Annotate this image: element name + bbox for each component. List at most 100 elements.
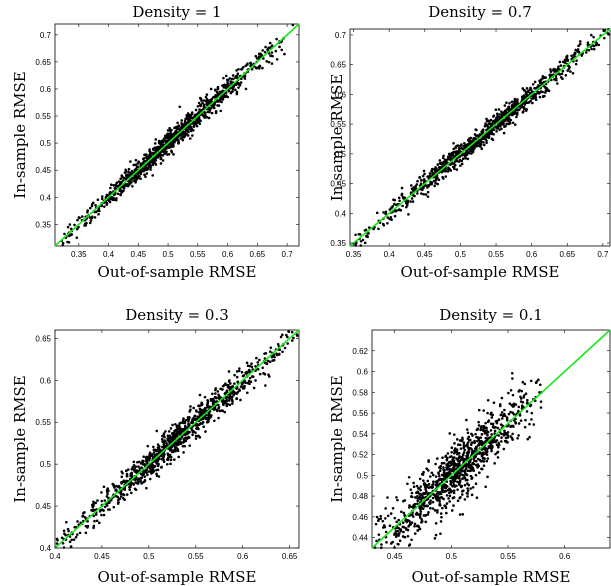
scatter-point	[472, 148, 475, 151]
x-tick-label: 0.55	[190, 250, 206, 259]
y-tick-label: 0.65	[330, 61, 346, 70]
scatter-point	[490, 433, 493, 436]
scatter-point	[458, 474, 461, 478]
scatter-point	[450, 489, 453, 493]
scatter-point	[130, 481, 133, 485]
scatter-point	[427, 483, 431, 486]
scatter-point	[176, 443, 179, 447]
scatter-point	[222, 401, 226, 405]
scatter-point	[498, 113, 501, 116]
scatter-point	[426, 479, 430, 483]
scatter-point	[167, 152, 171, 156]
scatter-point	[578, 42, 582, 46]
scatter-point	[436, 490, 440, 494]
scatter-point	[139, 462, 143, 465]
scatter-point	[209, 87, 213, 91]
scatter-point	[275, 37, 278, 41]
scatter-point	[139, 480, 142, 483]
scatter-point	[436, 163, 440, 166]
scatter-point	[261, 49, 264, 52]
scatter-point	[453, 456, 456, 459]
scatter-point	[521, 380, 525, 384]
scatter-point	[278, 45, 281, 49]
scatter-point	[163, 453, 166, 456]
scatter-point	[467, 465, 471, 469]
scatter-point	[451, 154, 454, 157]
scatter-point	[136, 460, 139, 464]
scatter-point	[491, 138, 495, 142]
scatter-point	[429, 506, 432, 510]
scatter-point	[136, 165, 139, 168]
scatter-point	[529, 379, 533, 383]
scatter-point	[474, 128, 477, 131]
scatter-point	[451, 458, 454, 462]
scatter-point	[440, 170, 444, 174]
scatter-point	[68, 540, 72, 544]
scatter-point	[484, 485, 487, 489]
scatter-point	[421, 492, 424, 496]
scatter-point	[514, 417, 517, 421]
scatter-point	[210, 97, 214, 101]
scatter-point	[469, 487, 472, 490]
scatter-point	[484, 134, 488, 137]
x-tick-label: 0.65	[282, 552, 298, 561]
scatter-point	[453, 476, 457, 480]
scatter-point	[441, 485, 445, 488]
scatter-point	[463, 498, 467, 501]
scatter-point	[525, 410, 529, 413]
scatter-point	[480, 433, 484, 436]
scatter-point	[165, 444, 168, 448]
scatter-point	[230, 90, 233, 94]
scatter-point	[453, 473, 457, 477]
scatter-point	[256, 367, 260, 371]
scatter-point	[207, 419, 210, 423]
scatter-point	[479, 436, 482, 439]
scatter-point	[487, 419, 491, 422]
scatter-point	[467, 439, 471, 442]
scatter-point	[106, 492, 109, 496]
scatter-point	[400, 186, 404, 190]
scatter-point	[486, 457, 490, 460]
scatter-point	[361, 238, 365, 242]
scatter-point	[172, 431, 176, 435]
scatter-point	[157, 153, 161, 157]
scatter-point	[142, 480, 145, 484]
scatter-point	[460, 159, 464, 163]
scatter-point	[474, 432, 477, 436]
scatter-point	[466, 487, 469, 490]
scatter-point	[109, 183, 113, 187]
scatter-point	[442, 468, 445, 472]
scatter-point	[480, 467, 484, 471]
scatter-point	[422, 192, 425, 196]
scatter-point	[70, 538, 74, 542]
scatter-point	[138, 174, 141, 178]
scatter-point	[491, 424, 495, 428]
scatter-point	[444, 454, 448, 458]
scatter-point	[491, 119, 495, 123]
x-tick-label: 0.6	[559, 552, 571, 561]
scatter-point	[439, 512, 443, 515]
scatter-point	[433, 509, 437, 512]
scatter-point	[132, 463, 136, 467]
scatter-point	[465, 456, 469, 460]
scatter-point	[144, 469, 147, 473]
scatter-point	[411, 200, 415, 203]
scatter-point	[239, 398, 242, 402]
y-tick-label: 0.55	[35, 418, 51, 427]
scatter-point	[392, 202, 396, 206]
scatter-point	[84, 224, 88, 227]
scatter-point	[206, 400, 210, 403]
scatter-point	[495, 126, 499, 130]
scatter-point	[510, 100, 514, 104]
scatter-point	[213, 396, 217, 399]
scatter-point	[202, 99, 206, 102]
scatter-point	[84, 531, 88, 535]
scatter-point	[256, 361, 260, 364]
scatter-point	[237, 369, 241, 373]
scatter-point	[465, 451, 469, 455]
scatter-point	[431, 473, 435, 477]
scatter-point	[554, 68, 558, 72]
x-tick-label: 0.6	[237, 552, 249, 561]
scatter-point	[480, 425, 483, 428]
scatter-point	[458, 496, 462, 500]
